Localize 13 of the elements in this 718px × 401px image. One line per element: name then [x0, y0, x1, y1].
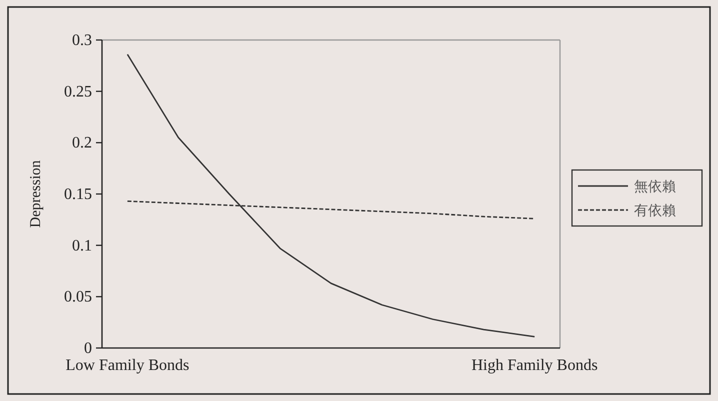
x-tick-label: Low Family Bonds: [66, 357, 190, 374]
y-tick-label: 0.05: [64, 288, 92, 306]
y-tick-label: 0.3: [72, 32, 92, 49]
legend-label: 有依賴: [634, 203, 676, 219]
y-axis-title: Depression: [28, 160, 44, 228]
y-tick-label: 0.15: [64, 186, 92, 203]
line-series: [126, 54, 536, 338]
y-tick-label: 0.1: [72, 237, 92, 254]
y-tick-label: 0: [84, 340, 92, 357]
y-tick-label: 0.25: [64, 83, 92, 100]
legend-label: 無依賴: [634, 179, 676, 195]
y-tick-label: 0.2: [72, 134, 92, 152]
x-tick-label: High Family Bonds: [471, 357, 598, 374]
